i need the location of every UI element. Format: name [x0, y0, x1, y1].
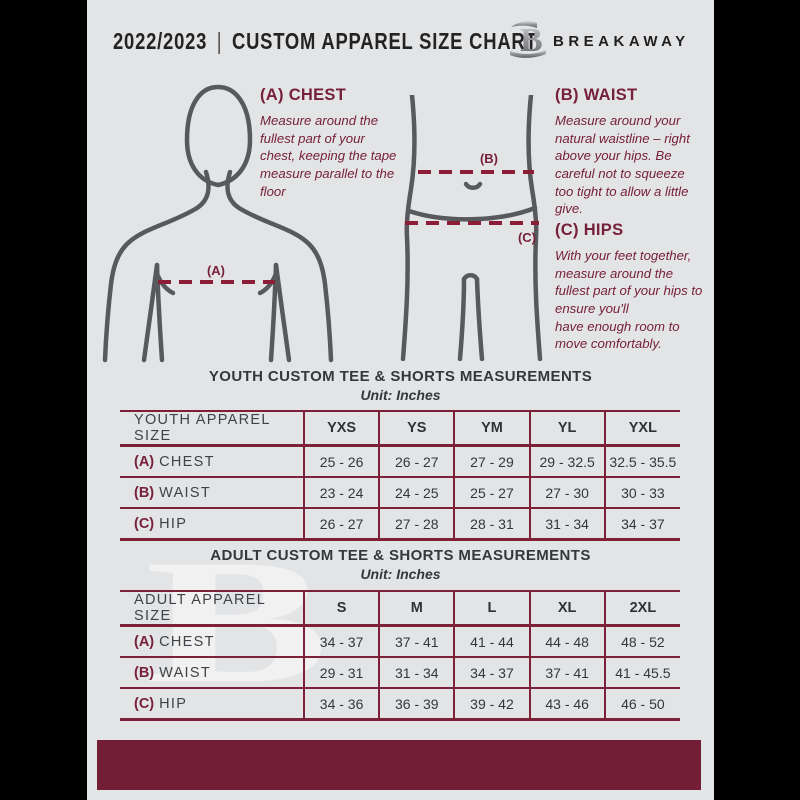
measurement-range-cell: 41 - 45.5 [603, 656, 680, 688]
youth-table-unit: Unit: Inches [360, 387, 441, 403]
table-row: (B) WAIST 23 - 24 24 - 25 25 - 27 27 - 30 30 -… [120, 476, 680, 508]
measurement-range-cell: 37 - 41 [528, 656, 605, 688]
size-column-header: YS [378, 410, 455, 447]
size-column-header: YM [453, 410, 530, 447]
measurement-letter: (C) [134, 695, 155, 712]
measurement-range-cell: 29 - 32.5 [528, 444, 605, 477]
table-row: (C) HIP 26 - 27 27 - 28 28 - 31 31 - 34 34 - 3… [120, 507, 680, 541]
chest-line-label: (A) [207, 263, 225, 278]
size-column-header: YL [528, 410, 605, 447]
table-row: (A) CHEST 34 - 37 37 - 41 41 - 44 44 - 48 48 -… [120, 624, 680, 657]
measurement-range-cell: 39 - 42 [453, 687, 530, 721]
page-title: 2022/2023 | CUSTOM APPAREL SIZE CHART [113, 28, 538, 55]
measurement-range-cell: 26 - 27 [378, 444, 455, 477]
measurement-range-cell: 28 - 31 [453, 507, 530, 541]
measurement-range-cell: 41 - 44 [453, 624, 530, 657]
size-column-header: XL [528, 590, 605, 627]
measurement-letter: (B) [134, 664, 155, 681]
youth-size-table: YOUTH APPAREL SIZE YXS YS YM YL YXL (A) CHEST 25… [120, 410, 680, 541]
measurement-range-cell: 26 - 27 [302, 507, 380, 541]
waist-section-body: Measure around your natural waistline – … [555, 113, 690, 217]
measurement-label-cell: (C) HIP [120, 687, 304, 721]
measurement-letter: (A) [134, 453, 155, 470]
upper-body-diagram: (A) [102, 84, 334, 363]
adult-table-unit: Unit: Inches [360, 566, 441, 582]
measurement-letter: (A) [134, 633, 155, 650]
table-header-row: YOUTH APPAREL SIZE YXS YS YM YL YXL [120, 410, 680, 447]
size-column-header: 2XL [603, 590, 680, 627]
measurement-range-cell: 43 - 46 [528, 687, 605, 721]
youth-table-title: YOUTH CUSTOM TEE & SHORTS MEASUREMENTS [208, 368, 593, 385]
chest-section-heading: (A) CHEST [260, 86, 347, 104]
table-header-row: ADULT APPAREL SIZE S M L XL 2XL [120, 590, 680, 627]
measurement-label-cell: (A) CHEST [120, 624, 304, 657]
measurement-label-cell: (B) WAIST [120, 476, 304, 508]
measurement-range-cell: 27 - 30 [528, 476, 605, 508]
size-column-header: S [302, 590, 380, 627]
measurement-range-cell: 30 - 33 [603, 476, 680, 508]
measurement-range-cell: 44 - 48 [528, 624, 605, 657]
adult-size-table: ADULT APPAREL SIZE S M L XL 2XL (A) CHEST 34 - 3… [120, 590, 680, 721]
hips-section-heading: (C) HIPS [555, 221, 624, 239]
measurement-letter: (C) [134, 515, 155, 532]
measurement-range-cell: 25 - 27 [453, 476, 530, 508]
lower-body-diagram: (B) (C) [400, 95, 543, 361]
measurement-range-cell: 25 - 26 [302, 444, 380, 477]
hip-line-label: (C) [518, 230, 536, 245]
measurement-range-cell: 48 - 52 [603, 624, 680, 657]
table-row: (A) CHEST 25 - 26 26 - 27 27 - 29 29 - 32.5 32… [120, 444, 680, 477]
table-row: (B) WAIST 29 - 31 31 - 34 34 - 37 37 - 41 41 -… [120, 656, 680, 688]
size-column-header: YXS [302, 410, 380, 447]
title-separator: | [216, 28, 223, 54]
measurement-label-cell: (C) HIP [120, 507, 304, 541]
measurement-letter: (B) [134, 484, 155, 501]
measurement-range-cell: 37 - 41 [378, 624, 455, 657]
measurement-range-cell: 34 - 37 [302, 624, 380, 657]
measurement-range-cell: 32.5 - 35.5 [603, 444, 680, 477]
size-label-column-header: YOUTH APPAREL SIZE [120, 410, 304, 447]
page-title-text: CUSTOM APPAREL SIZE CHART [231, 28, 538, 54]
chest-section-body: Measure around the fullest part of your … [260, 113, 397, 199]
size-chart-page: B 2022/2023 | CUSTOM APPAREL SIZE CHART B … [87, 0, 714, 800]
measurement-label-cell: (A) CHEST [120, 444, 304, 477]
measurement-label-cell: (B) WAIST [120, 656, 304, 688]
measurement-range-cell: 31 - 34 [528, 507, 605, 541]
waist-section-heading: (B) WAIST [555, 86, 638, 104]
season-year: 2022/2023 [113, 28, 208, 54]
measurement-range-cell: 29 - 31 [302, 656, 380, 688]
measurement-range-cell: 34 - 37 [603, 507, 680, 541]
measurement-range-cell: 31 - 34 [378, 656, 455, 688]
svg-text:B: B [520, 22, 543, 59]
measurement-range-cell: 36 - 39 [378, 687, 455, 721]
measurement-range-cell: 27 - 29 [453, 444, 530, 477]
hips-section-body: With your feet together, measure around … [555, 248, 703, 352]
size-label-column-header: ADULT APPAREL SIZE [120, 590, 304, 627]
brand-name: BREAKAWAY [553, 33, 690, 50]
table-row: (C) HIP 34 - 36 36 - 39 39 - 42 43 - 46 46 - 5… [120, 687, 680, 721]
adult-table-title: ADULT CUSTOM TEE & SHORTS MEASUREMENTS [210, 547, 591, 564]
measurement-range-cell: 46 - 50 [603, 687, 680, 721]
breakaway-b-logo-icon: B [510, 21, 546, 59]
size-column-header: M [378, 590, 455, 627]
measurement-range-cell: 34 - 37 [453, 656, 530, 688]
measurement-range-cell: 34 - 36 [302, 687, 380, 721]
measurement-range-cell: 27 - 28 [378, 507, 455, 541]
measurement-range-cell: 24 - 25 [378, 476, 455, 508]
waist-line-label: (B) [480, 151, 498, 166]
footer-bar [97, 740, 701, 790]
size-column-header: L [453, 590, 530, 627]
size-column-header: YXL [603, 410, 680, 447]
measurement-range-cell: 23 - 24 [302, 476, 380, 508]
